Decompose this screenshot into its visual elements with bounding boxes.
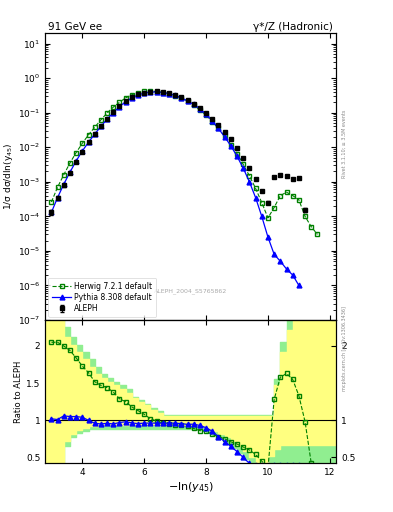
Herwig 7.2.1 default bbox=[210, 119, 215, 125]
Herwig 7.2.1 default bbox=[99, 117, 103, 123]
Herwig 7.2.1 default bbox=[247, 173, 252, 179]
Herwig 7.2.1 default bbox=[222, 133, 227, 139]
Pythia 8.308 default bbox=[99, 123, 103, 130]
Pythia 8.308 default bbox=[228, 143, 233, 149]
Herwig 7.2.1 default bbox=[309, 224, 314, 230]
Pythia 8.308 default bbox=[74, 158, 79, 164]
Pythia 8.308 default bbox=[80, 148, 84, 154]
Text: γ*/Z (Hadronic): γ*/Z (Hadronic) bbox=[253, 22, 333, 32]
Text: mcplots.cern.ch [arXiv:1306.3436]: mcplots.cern.ch [arXiv:1306.3436] bbox=[342, 306, 347, 391]
Pythia 8.308 default bbox=[117, 103, 122, 110]
Herwig 7.2.1 default bbox=[142, 88, 147, 94]
Herwig 7.2.1 default bbox=[216, 125, 221, 132]
Herwig 7.2.1 default bbox=[235, 151, 239, 157]
Pythia 8.308 default bbox=[129, 95, 134, 101]
Pythia 8.308 default bbox=[235, 153, 239, 159]
Herwig 7.2.1 default bbox=[284, 189, 289, 195]
Pythia 8.308 default bbox=[61, 181, 66, 187]
Pythia 8.308 default bbox=[278, 258, 283, 264]
Herwig 7.2.1 default bbox=[105, 110, 109, 116]
Pythia 8.308 default bbox=[204, 111, 208, 117]
Herwig 7.2.1 default bbox=[191, 102, 196, 109]
Herwig 7.2.1 default bbox=[185, 98, 190, 104]
Herwig 7.2.1 default bbox=[272, 204, 277, 210]
Herwig 7.2.1 default bbox=[297, 197, 301, 203]
Herwig 7.2.1 default bbox=[179, 95, 184, 101]
Pythia 8.308 default bbox=[253, 195, 258, 201]
Pythia 8.308 default bbox=[105, 116, 109, 122]
Herwig 7.2.1 default bbox=[123, 95, 128, 101]
Herwig 7.2.1 default bbox=[173, 93, 178, 99]
Pythia 8.308 default bbox=[198, 105, 202, 112]
Pythia 8.308 default bbox=[92, 131, 97, 137]
Pythia 8.308 default bbox=[86, 139, 91, 145]
Text: Rivet 3.1.10; ≥ 3.5M events: Rivet 3.1.10; ≥ 3.5M events bbox=[342, 109, 347, 178]
Herwig 7.2.1 default bbox=[74, 150, 79, 156]
Pythia 8.308 default bbox=[160, 90, 165, 96]
Herwig 7.2.1 default bbox=[303, 214, 307, 220]
Pythia 8.308 default bbox=[49, 209, 54, 216]
Text: ALEPH_2004_S5765862: ALEPH_2004_S5765862 bbox=[154, 288, 227, 294]
Herwig 7.2.1 default bbox=[117, 99, 122, 105]
Herwig 7.2.1 default bbox=[241, 161, 246, 167]
Pythia 8.308 default bbox=[111, 110, 116, 116]
Pythia 8.308 default bbox=[148, 89, 153, 95]
Line: Herwig 7.2.1 default: Herwig 7.2.1 default bbox=[49, 89, 320, 237]
Pythia 8.308 default bbox=[191, 101, 196, 108]
Legend: Herwig 7.2.1 default, Pythia 8.308 default, ALEPH: Herwig 7.2.1 default, Pythia 8.308 defau… bbox=[48, 278, 156, 317]
Pythia 8.308 default bbox=[241, 165, 246, 171]
Y-axis label: Ratio to ALEPH: Ratio to ALEPH bbox=[14, 360, 23, 423]
Herwig 7.2.1 default bbox=[49, 199, 54, 205]
Pythia 8.308 default bbox=[222, 134, 227, 140]
Herwig 7.2.1 default bbox=[259, 200, 264, 206]
Line: Pythia 8.308 default: Pythia 8.308 default bbox=[49, 90, 301, 288]
Herwig 7.2.1 default bbox=[136, 90, 140, 96]
Pythia 8.308 default bbox=[68, 169, 72, 175]
Herwig 7.2.1 default bbox=[80, 140, 84, 146]
Herwig 7.2.1 default bbox=[86, 132, 91, 138]
Herwig 7.2.1 default bbox=[167, 91, 171, 97]
Herwig 7.2.1 default bbox=[290, 193, 295, 199]
Pythia 8.308 default bbox=[123, 98, 128, 104]
Pythia 8.308 default bbox=[142, 90, 147, 96]
X-axis label: $-\ln(y_{45})$: $-\ln(y_{45})$ bbox=[167, 480, 214, 494]
Herwig 7.2.1 default bbox=[111, 104, 116, 110]
Pythia 8.308 default bbox=[179, 95, 184, 101]
Herwig 7.2.1 default bbox=[228, 141, 233, 147]
Herwig 7.2.1 default bbox=[253, 185, 258, 191]
Pythia 8.308 default bbox=[173, 92, 178, 98]
Pythia 8.308 default bbox=[154, 89, 159, 95]
Pythia 8.308 default bbox=[272, 251, 277, 258]
Pythia 8.308 default bbox=[210, 118, 215, 124]
Pythia 8.308 default bbox=[297, 283, 301, 289]
Herwig 7.2.1 default bbox=[160, 90, 165, 96]
Pythia 8.308 default bbox=[247, 179, 252, 185]
Herwig 7.2.1 default bbox=[129, 92, 134, 98]
Pythia 8.308 default bbox=[266, 234, 270, 240]
Herwig 7.2.1 default bbox=[204, 112, 208, 118]
Pythia 8.308 default bbox=[55, 195, 60, 201]
Pythia 8.308 default bbox=[259, 214, 264, 220]
Pythia 8.308 default bbox=[284, 266, 289, 272]
Pythia 8.308 default bbox=[185, 98, 190, 104]
Herwig 7.2.1 default bbox=[55, 184, 60, 190]
Herwig 7.2.1 default bbox=[154, 89, 159, 95]
Pythia 8.308 default bbox=[216, 125, 221, 132]
Pythia 8.308 default bbox=[167, 91, 171, 97]
Herwig 7.2.1 default bbox=[148, 88, 153, 94]
Pythia 8.308 default bbox=[136, 92, 140, 98]
Herwig 7.2.1 default bbox=[315, 231, 320, 238]
Pythia 8.308 default bbox=[290, 272, 295, 278]
Y-axis label: 1/σ dσ/dln(y$_{45}$): 1/σ dσ/dln(y$_{45}$) bbox=[2, 143, 15, 210]
Herwig 7.2.1 default bbox=[278, 193, 283, 199]
Herwig 7.2.1 default bbox=[61, 172, 66, 178]
Herwig 7.2.1 default bbox=[198, 107, 202, 113]
Herwig 7.2.1 default bbox=[92, 124, 97, 131]
Herwig 7.2.1 default bbox=[68, 160, 72, 166]
Text: 91 GeV ee: 91 GeV ee bbox=[48, 22, 102, 32]
Herwig 7.2.1 default bbox=[266, 215, 270, 221]
